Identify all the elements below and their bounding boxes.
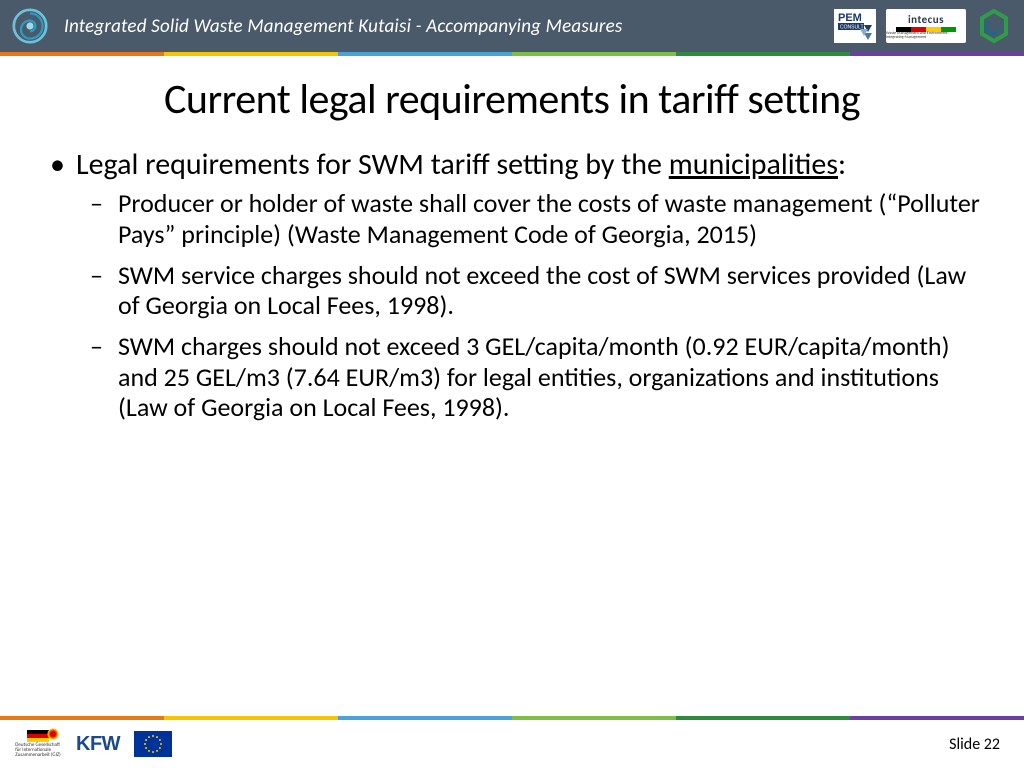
intecus-sub: Waste Management and Environment-Integra… <box>886 32 966 40</box>
header-logos: PEM CONSULT intecus Waste Management and… <box>834 8 1012 44</box>
bullet-list-level2: Producer or holder of waste shall cover … <box>76 188 984 423</box>
intecus-logo-icon: intecus Waste Management and Environment… <box>886 9 966 43</box>
swirl-logo-icon <box>12 8 48 44</box>
sub-bullet-1: Producer or holder of waste shall cover … <box>118 188 984 249</box>
slide-number: Slide 22 <box>949 735 1000 754</box>
footer-bar: Deutsche Gesellschaftfür InternationaleZ… <box>0 720 1024 768</box>
slide: Integrated Solid Waste Management Kutais… <box>0 0 1024 768</box>
bullet-lead: Legal requirements for SWM tariff settin… <box>76 146 669 183</box>
bullet-underlined: municipalities <box>669 146 838 183</box>
svg-text:CONSULT: CONSULT <box>840 25 864 31</box>
intecus-text: intecus <box>908 13 944 26</box>
header-bar: Integrated Solid Waste Management Kutais… <box>0 0 1024 52</box>
sub-bullet-2: SWM service charges should not exceed th… <box>118 260 984 321</box>
bullet-tail: : <box>838 146 846 183</box>
bullet-list-level1: Legal requirements for SWM tariff settin… <box>40 147 984 423</box>
german-flag-icon <box>27 730 49 742</box>
slide-title: Current legal requirements in tariff set… <box>40 74 984 125</box>
recycle-g-logo-icon <box>976 8 1012 44</box>
footer-logos: Deutsche Gesellschaftfür InternationaleZ… <box>14 729 949 759</box>
kfw-logo: KFW <box>76 733 120 756</box>
bullet-item-main: Legal requirements for SWM tariff settin… <box>76 147 984 423</box>
eu-flag-icon <box>134 731 172 757</box>
giz-text: Deutsche Gesellschaftfür InternationaleZ… <box>15 743 60 758</box>
svg-text:PEM: PEM <box>838 12 862 24</box>
sub-bullet-3: SWM charges should not exceed 3 GEL/capi… <box>118 331 984 423</box>
header-title: Integrated Solid Waste Management Kutais… <box>64 15 834 38</box>
slide-content: Current legal requirements in tariff set… <box>0 56 1024 716</box>
pem-logo-icon: PEM CONSULT <box>834 9 876 43</box>
giz-logo-icon: Deutsche Gesellschaftfür InternationaleZ… <box>14 729 62 759</box>
